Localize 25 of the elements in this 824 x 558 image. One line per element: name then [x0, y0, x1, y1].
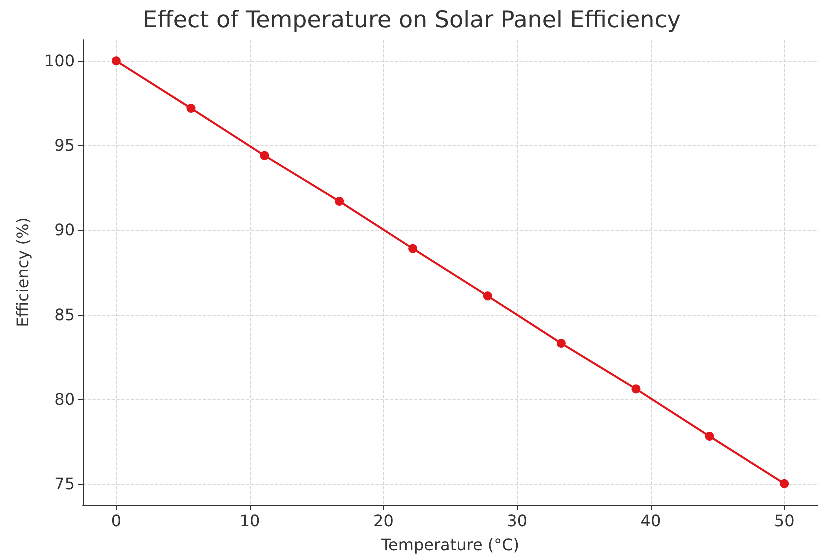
point — [705, 432, 714, 442]
x-tick-label: 10 — [240, 512, 260, 530]
point — [335, 196, 344, 206]
y-axis-title: Efficiency (%) — [14, 218, 32, 328]
x-tick-label: 40 — [640, 512, 662, 530]
point — [186, 104, 196, 113]
x-tick-label: 20 — [374, 512, 394, 530]
x-axis-title: Temperature (°C) — [380, 536, 520, 554]
y-tick-label: 75 — [54, 474, 75, 494]
point — [780, 479, 790, 488]
point — [556, 339, 566, 348]
y-tick-label: 100 — [44, 52, 75, 71]
x-tick-label: 30 — [507, 512, 528, 530]
point — [632, 384, 641, 394]
y-tick-label: 85 — [54, 305, 75, 324]
y-tick-label: 80 — [54, 390, 75, 409]
point — [260, 151, 270, 160]
y-tick-label: 90 — [54, 220, 75, 240]
x-tick-label: 50 — [774, 512, 795, 530]
point — [483, 292, 492, 301]
point — [408, 244, 418, 254]
y-tick-label: 95 — [54, 136, 75, 156]
x-tick-label: 0 — [111, 512, 122, 530]
point — [112, 56, 121, 66]
chart-title: Effect of Temperature on Solar Panel Efficiency — [142, 8, 682, 34]
